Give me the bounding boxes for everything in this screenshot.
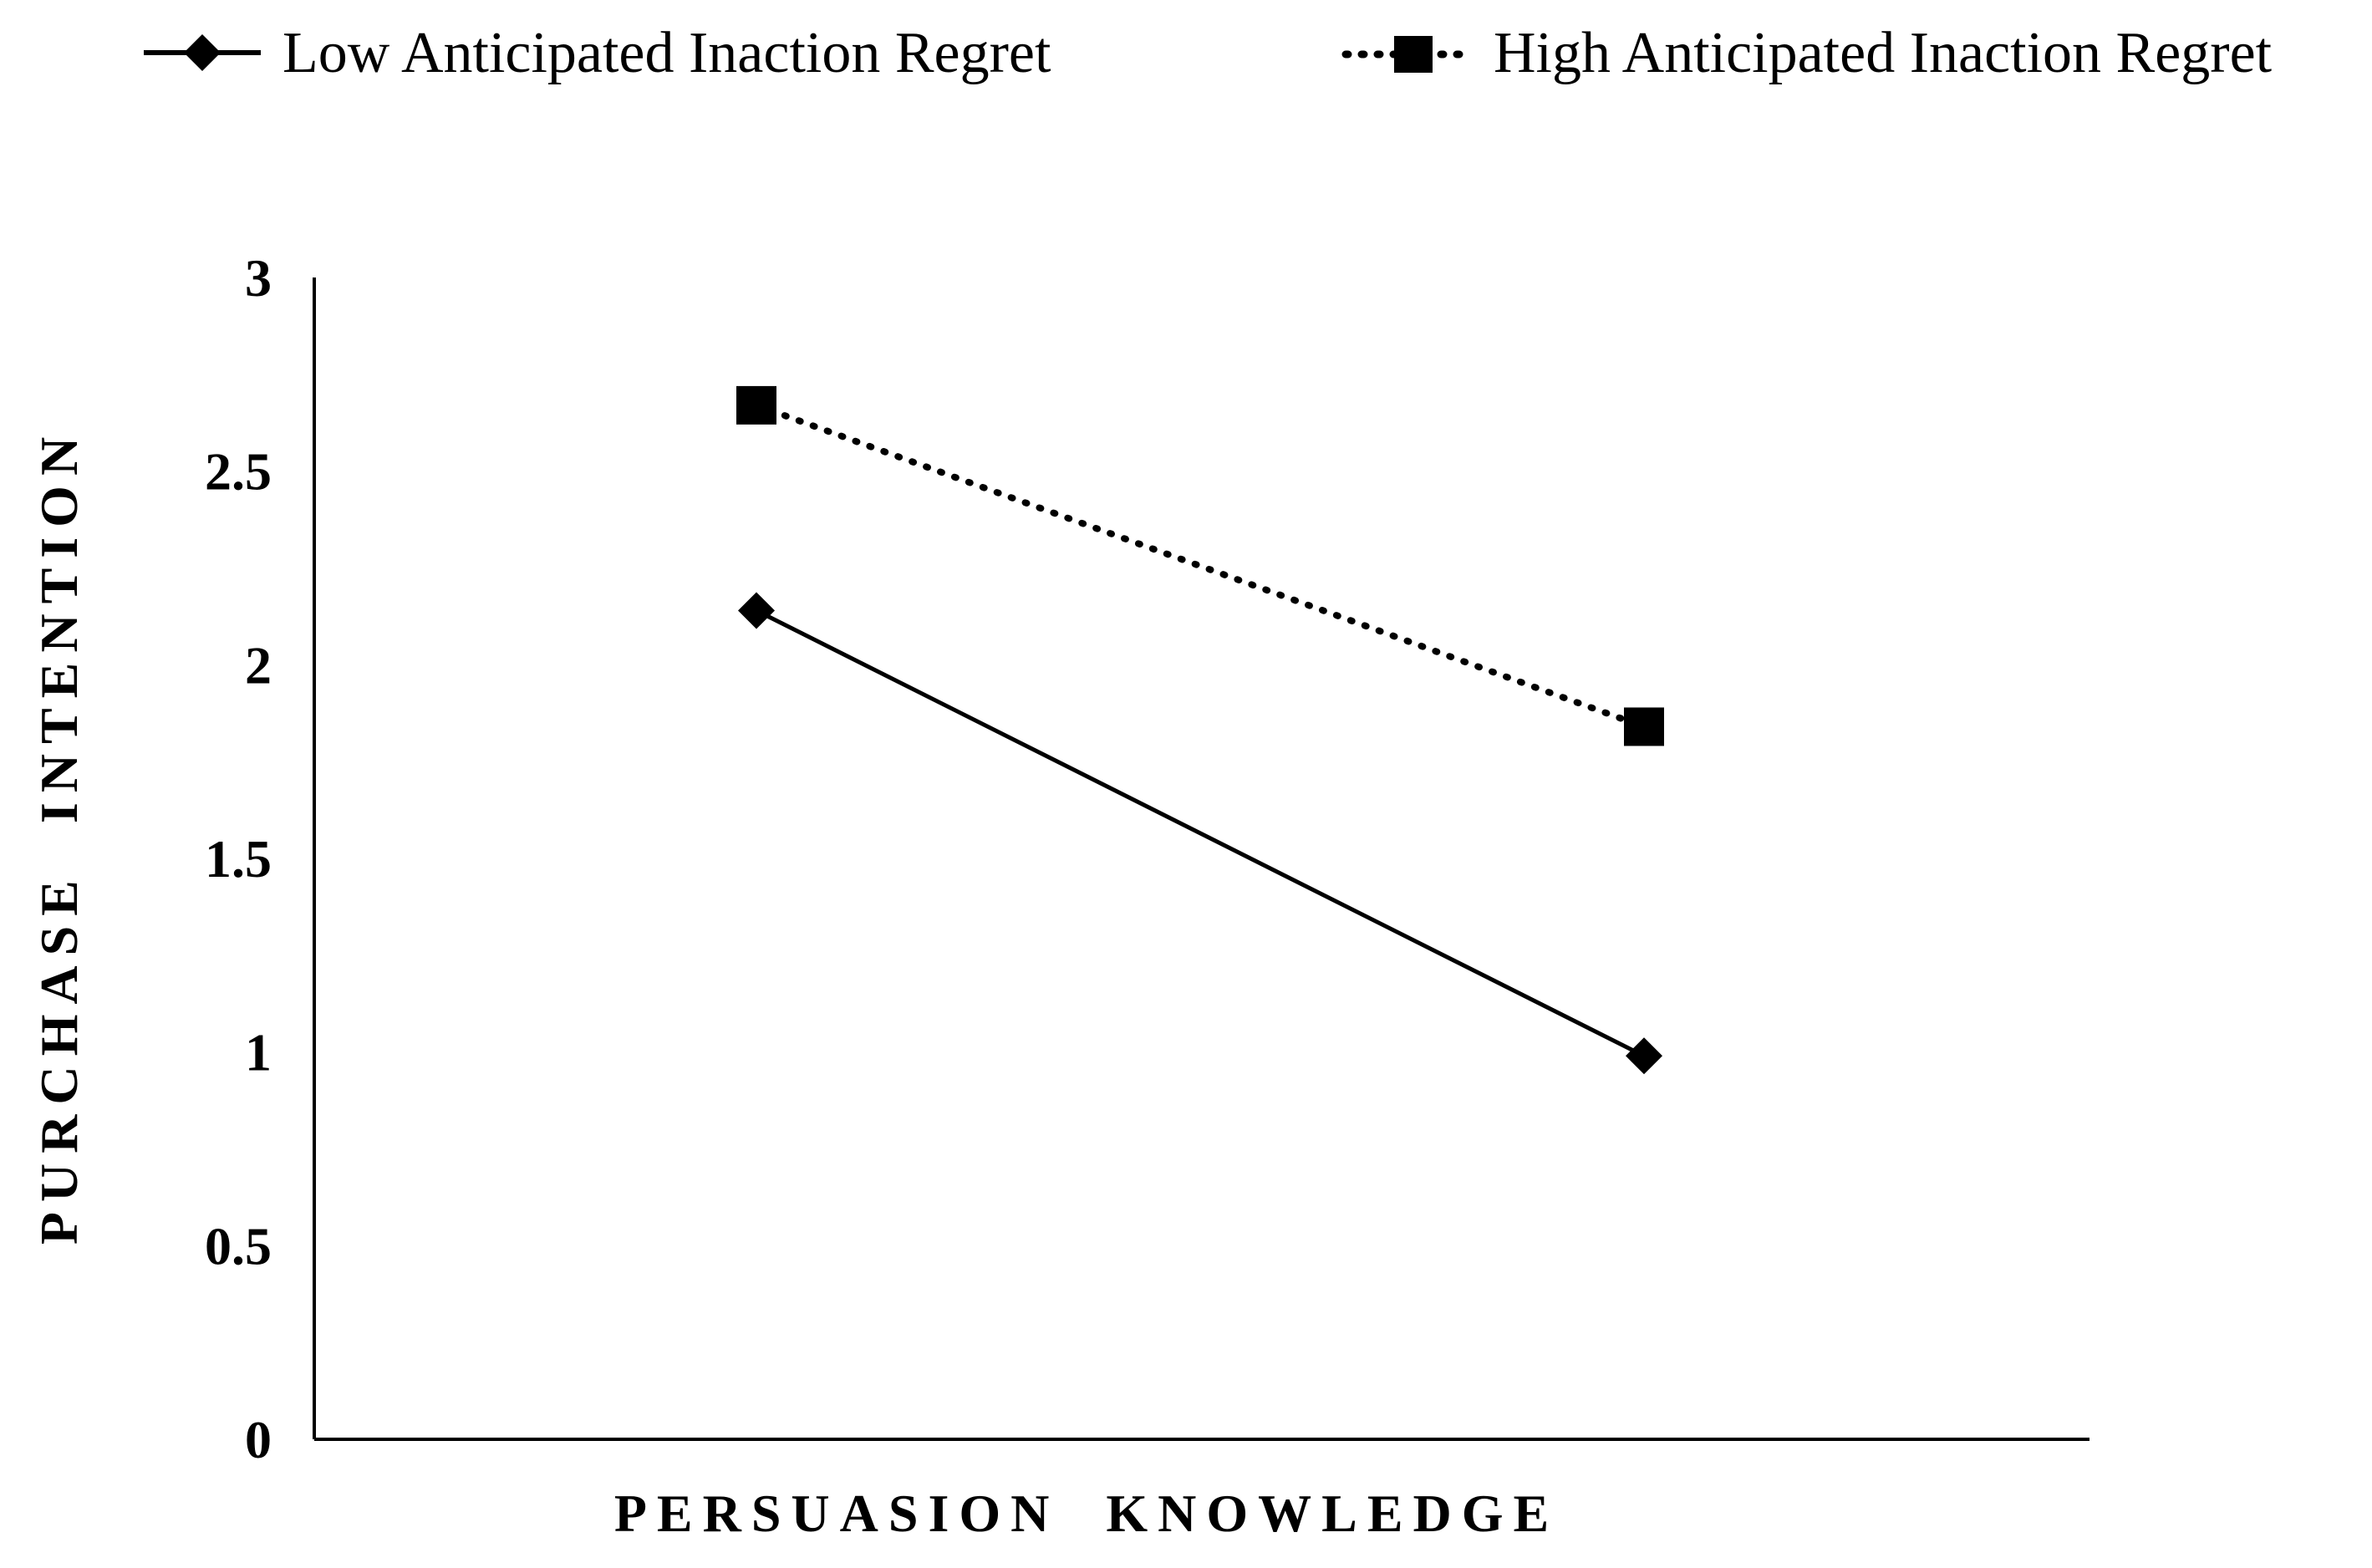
data-point-high-1: [736, 385, 776, 425]
legend-label-low: Low Anticipated Inaction Regret: [283, 21, 1051, 85]
series-line-low: [755, 608, 1646, 1058]
y-tick-label: 1: [245, 1023, 272, 1082]
legend-diamond-marker: [184, 34, 221, 71]
legend-square-marker: [1394, 36, 1433, 73]
legend-item-low: Low Anticipated Inaction Regret: [144, 21, 1051, 85]
y-tick-label: 3: [245, 248, 272, 308]
y-tick-label: 2.5: [205, 442, 272, 501]
y-tick-label: 0.5: [205, 1216, 272, 1275]
y-tick-label: 2: [245, 635, 272, 695]
y-tick-label: 1.5: [205, 829, 272, 888]
legend-item-high: High Anticipated Inaction Regret: [1341, 21, 2273, 85]
data-point-high-2: [1624, 707, 1664, 746]
x-axis-title: PERSUASION KNOWLEDGE: [614, 1484, 1559, 1543]
legend-label-high: High Anticipated Inaction Regret: [1494, 21, 2273, 85]
series-layer: [736, 385, 1664, 1075]
series-line-high: [753, 401, 1647, 731]
data-point-low-1: [738, 592, 775, 629]
y-tick-label: 0: [245, 1410, 272, 1469]
data-point-low-2: [1626, 1037, 1662, 1075]
y-axis-title: PURCHASE INTENTION: [29, 427, 89, 1245]
y-tick-labels: 0 0.5 1 1.5 2 2.5 3: [205, 248, 272, 1469]
legend: Low Anticipated Inaction Regret High Ant…: [144, 21, 2273, 85]
